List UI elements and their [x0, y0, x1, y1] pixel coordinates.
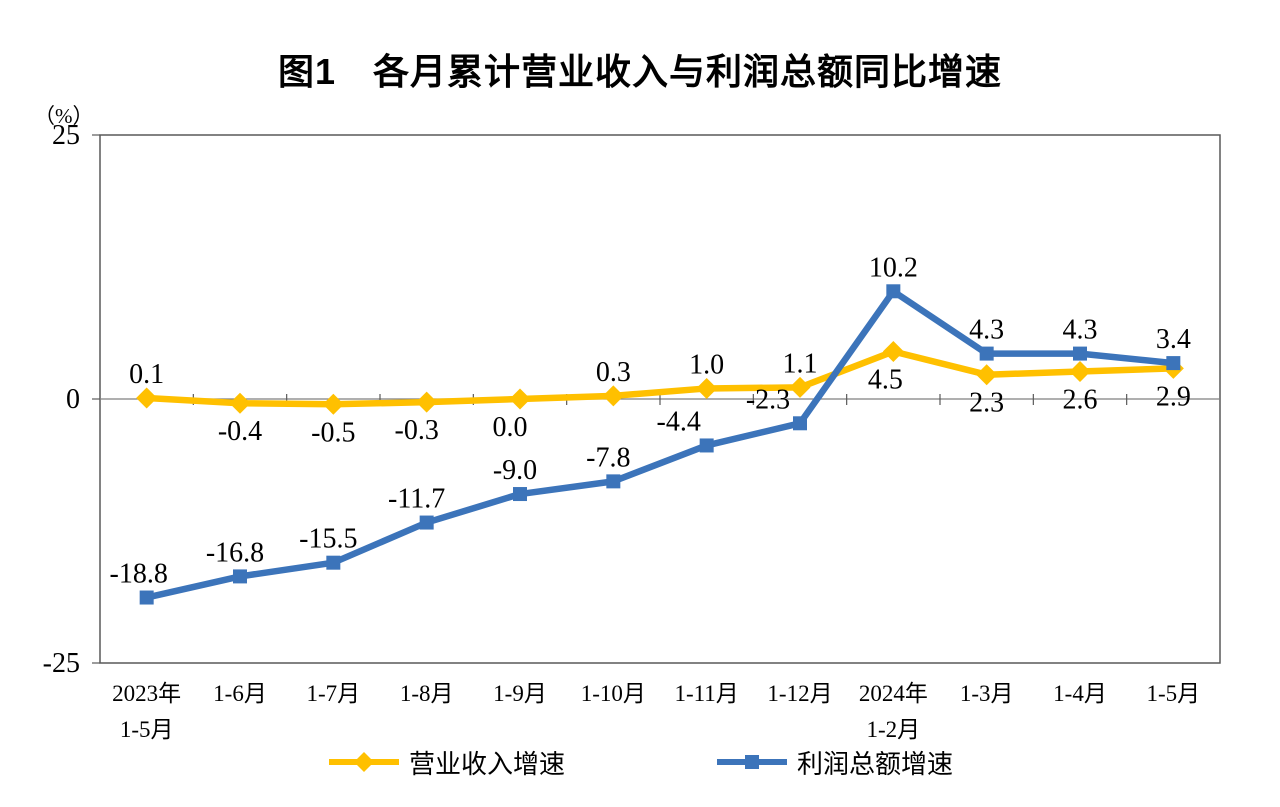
x-category-label-3: 1-8月 — [400, 681, 454, 706]
revenue-point-10 — [1069, 361, 1091, 383]
profit-point-1 — [233, 569, 247, 584]
y-tick-label--25: -25 — [43, 648, 80, 679]
profit-point-9 — [979, 346, 994, 361]
profit-label-2: -15.5 — [299, 524, 357, 555]
profit-label-6: -4.4 — [657, 406, 701, 437]
x-category-label-2: 1-7月 — [306, 681, 360, 706]
legend-item-profit: 利润总额增速 — [715, 750, 953, 779]
revenue-point-1 — [229, 392, 251, 414]
profit-point-8 — [886, 284, 901, 299]
profit-label-8: 10.2 — [869, 252, 918, 283]
revenue-label-8: 4.5 — [868, 364, 903, 395]
profit-point-4 — [513, 487, 527, 502]
diamond-marker-icon — [327, 750, 401, 779]
profit-growth-line — [145, 288, 1174, 601]
revenue-label-9: 2.3 — [969, 388, 1004, 419]
revenue-point-9 — [976, 364, 998, 386]
chart-title: 图1 各月累计营业收入与利润总额同比增速 — [277, 51, 1003, 92]
profit-point-0 — [139, 590, 154, 605]
profit-point-11 — [1166, 356, 1181, 371]
legend-label-profit: 利润总额增速 — [797, 749, 954, 779]
revenue-label-2: -0.5 — [311, 417, 355, 448]
revenue-label-0: 0.1 — [129, 359, 164, 390]
profit-label-1: -16.8 — [206, 537, 264, 568]
profit-point-5 — [606, 474, 621, 489]
revenue-point-4 — [509, 388, 531, 410]
profit-point-2 — [326, 555, 341, 570]
x-category-label-8: 1-2月 — [866, 717, 920, 742]
revenue-label-4: 0.0 — [493, 412, 528, 443]
revenue-point-5 — [602, 385, 624, 407]
legend-label-revenue: 营业收入增速 — [408, 749, 565, 779]
profit-point-7 — [793, 416, 807, 431]
profit-point-6 — [699, 438, 714, 453]
x-category-label-0: 1-5月 — [120, 717, 174, 742]
x-category-label-7: 1-12月 — [767, 681, 832, 706]
revenue-point-7 — [789, 376, 811, 398]
revenue-label-1: -0.4 — [218, 416, 262, 447]
x-category-label-9: 1-3月 — [960, 681, 1014, 706]
y-tick-label-25: 25 — [52, 120, 80, 151]
y-tick-label-0: 0 — [66, 384, 80, 415]
x-category-label-1: 1-6月 — [213, 681, 267, 706]
revenue-growth-line — [146, 348, 1174, 408]
profit-label-10: 4.3 — [1063, 315, 1098, 346]
revenue-label-10: 2.6 — [1063, 385, 1098, 416]
revenue-label-6: 1.0 — [689, 349, 724, 380]
legend-item-revenue: 营业收入增速 — [327, 750, 565, 779]
revenue-label-11: 2.9 — [1156, 381, 1191, 412]
profit-label-11: 3.4 — [1156, 324, 1191, 355]
x-category-label-0: 2023年 — [112, 681, 181, 706]
profit-label-3: -11.7 — [388, 484, 445, 515]
square-marker-icon — [715, 750, 789, 779]
revenue-label-7: 1.1 — [783, 348, 818, 379]
revenue-point-6 — [696, 377, 718, 399]
revenue-point-8 — [882, 340, 904, 362]
x-category-label-11: 1-5月 — [1146, 681, 1200, 706]
revenue-point-2 — [322, 393, 344, 415]
profit-label-5: -7.8 — [586, 442, 630, 473]
revenue-label-3: -0.3 — [395, 415, 439, 446]
profit-label-7: -2.3 — [746, 384, 790, 415]
x-category-label-6: 1-11月 — [675, 681, 739, 706]
profit-point-3 — [419, 515, 434, 530]
y-axis-unit-label: （%） — [34, 104, 94, 128]
revenue-point-3 — [416, 391, 438, 413]
x-category-label-10: 1-4月 — [1053, 681, 1107, 706]
profit-label-0: -18.8 — [110, 559, 168, 590]
x-category-label-4: 1-9月 — [493, 681, 547, 706]
revenue-label-5: 0.3 — [596, 357, 631, 388]
legend: 营业收入增速 利润总额增速 — [0, 750, 1280, 779]
revenue-point-0 — [136, 387, 158, 409]
profit-point-10 — [1073, 346, 1087, 361]
x-category-label-8: 2024年 — [859, 681, 928, 706]
profit-label-9: 4.3 — [969, 315, 1004, 346]
profit-label-4: -9.0 — [493, 455, 537, 486]
x-category-label-5: 1-10月 — [581, 681, 646, 706]
